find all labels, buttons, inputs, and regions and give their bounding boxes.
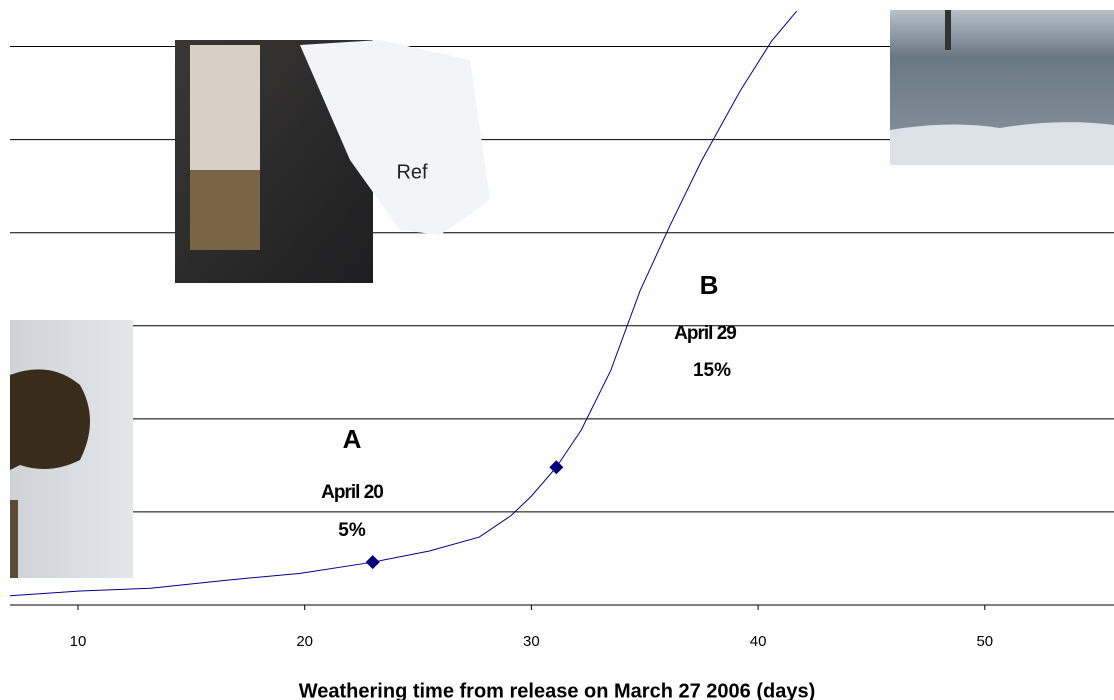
x-tick-label: 20	[296, 633, 313, 650]
x-tick-label: 50	[976, 633, 993, 650]
x-tick-label: 30	[523, 633, 540, 650]
photo-residue	[10, 320, 133, 578]
photo-label: Ref	[396, 161, 428, 183]
annotation: B	[700, 270, 719, 300]
annotation: A	[343, 424, 362, 454]
x-tick-label: 10	[70, 633, 87, 650]
annotation: 15%	[693, 360, 731, 381]
x-axis-title: Weathering time from release on March 27…	[299, 680, 816, 700]
photo-sample: Ref	[175, 40, 490, 283]
data-point	[365, 555, 380, 570]
data-point	[549, 460, 564, 475]
x-tick-label: 40	[750, 633, 767, 650]
data-line	[9, 10, 798, 597]
photo-water	[890, 10, 1114, 165]
annotation: 5%	[338, 520, 366, 541]
annotation: April 29	[674, 323, 736, 344]
annotation: April 20	[321, 482, 383, 503]
